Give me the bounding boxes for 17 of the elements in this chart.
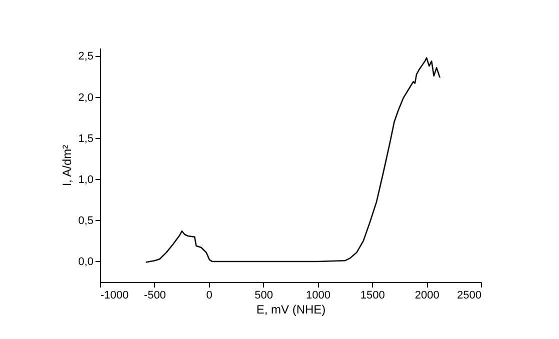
x-tick-label: -500 <box>144 290 166 302</box>
line-series <box>145 57 440 263</box>
x-tick-label: 500 <box>254 290 273 302</box>
x-tick-label: 1000 <box>306 290 330 302</box>
x-tick-label: 1500 <box>360 290 385 302</box>
y-tick-label: 2,5 <box>78 50 94 63</box>
x-tick-label: -1000 <box>100 290 129 302</box>
y-tick-label: 0,0 <box>78 256 94 268</box>
x-tick-label: 2500 <box>457 290 482 302</box>
y-tick-label: 1,5 <box>78 132 94 145</box>
y-tick-label: 2,0 <box>78 92 94 104</box>
x-tick-label: 0 <box>206 290 212 302</box>
y-tick-label: 1,0 <box>78 174 94 186</box>
y-tick-label: 0,5 <box>78 214 94 227</box>
y-axis-title: I, A/dm² <box>60 144 74 186</box>
x-tick-label: 2000 <box>414 290 440 302</box>
x-axis-title: E, mV (NHE) <box>256 302 326 316</box>
